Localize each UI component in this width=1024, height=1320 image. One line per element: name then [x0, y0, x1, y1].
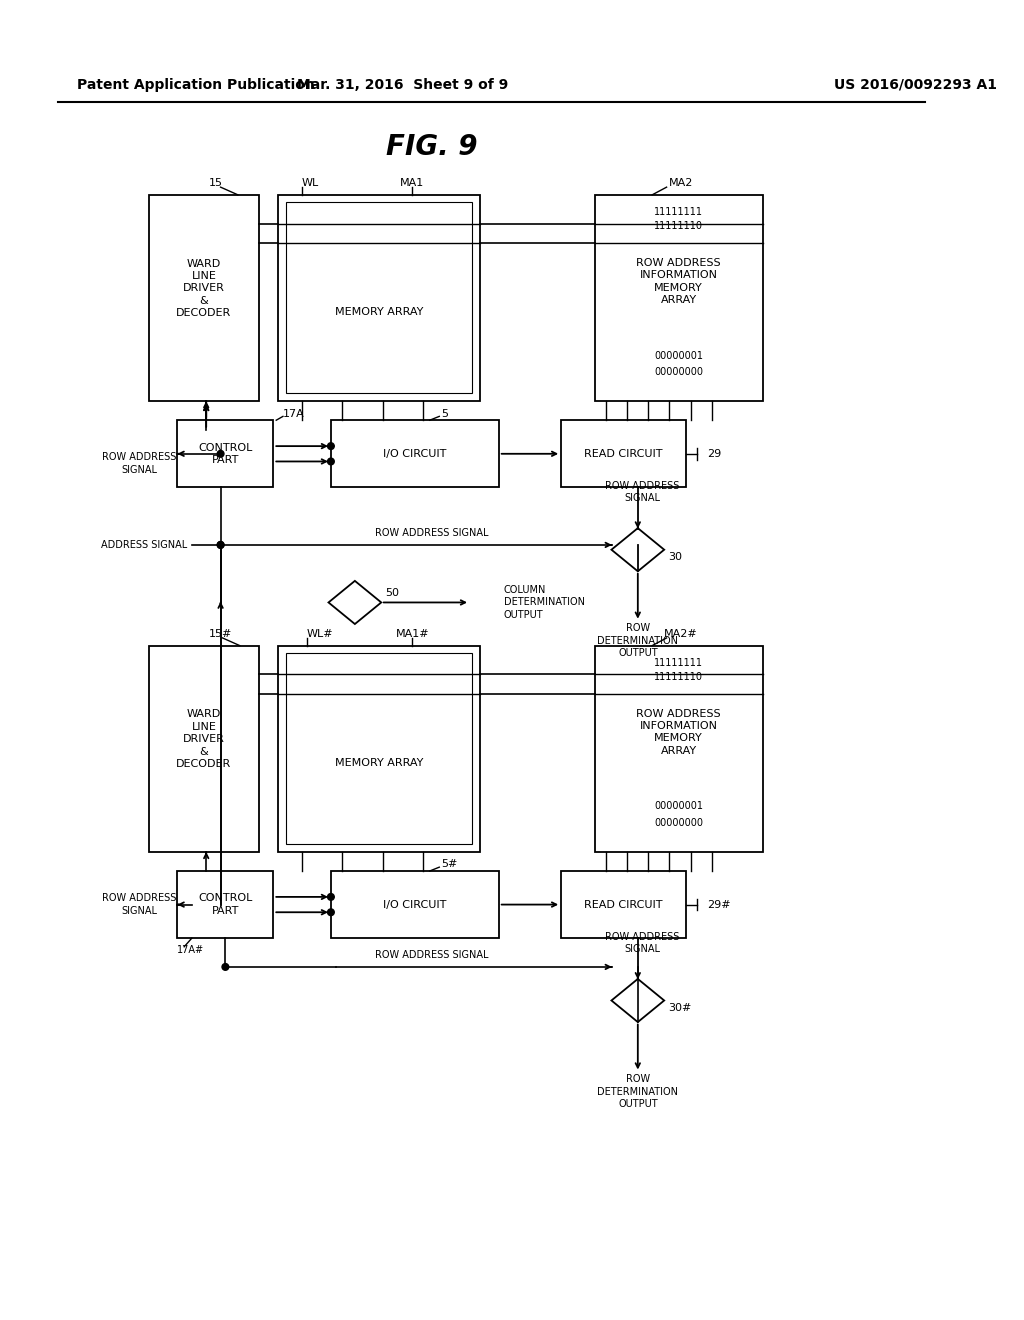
Text: 29#: 29# — [707, 899, 730, 909]
Circle shape — [217, 450, 224, 457]
Text: 00000001: 00000001 — [654, 351, 703, 360]
FancyBboxPatch shape — [148, 645, 259, 851]
Text: 17A#: 17A# — [177, 945, 205, 954]
Text: 00000000: 00000000 — [654, 367, 703, 378]
Text: 15: 15 — [209, 178, 223, 189]
Text: MA2#: MA2# — [665, 630, 697, 639]
Text: WARD
LINE
DRIVER
&
DECODER: WARD LINE DRIVER & DECODER — [176, 259, 231, 318]
Text: WARD
LINE
DRIVER
&
DECODER: WARD LINE DRIVER & DECODER — [176, 709, 231, 770]
Text: 15#: 15# — [209, 630, 232, 639]
Text: MEMORY ARRAY: MEMORY ARRAY — [335, 308, 423, 317]
Text: COLUMN
DETERMINATION
OUTPUT: COLUMN DETERMINATION OUTPUT — [504, 585, 585, 620]
Text: ROW ADDRESS
INFORMATION
MEMORY
ARRAY: ROW ADDRESS INFORMATION MEMORY ARRAY — [636, 709, 721, 756]
Text: ROW ADDRESS SIGNAL: ROW ADDRESS SIGNAL — [375, 528, 488, 539]
FancyBboxPatch shape — [595, 195, 763, 401]
Polygon shape — [329, 581, 381, 624]
Text: WL: WL — [302, 178, 319, 189]
FancyBboxPatch shape — [279, 195, 479, 401]
Polygon shape — [611, 979, 665, 1022]
FancyBboxPatch shape — [331, 420, 499, 487]
Text: CONTROL
PART: CONTROL PART — [199, 894, 253, 916]
Text: MA2: MA2 — [669, 178, 693, 189]
Text: 30#: 30# — [669, 1003, 692, 1014]
Text: ROW ADDRESS
SIGNAL: ROW ADDRESS SIGNAL — [605, 480, 680, 503]
Text: 30: 30 — [669, 552, 683, 562]
Text: 00000001: 00000001 — [654, 801, 703, 812]
FancyBboxPatch shape — [279, 645, 479, 851]
Polygon shape — [611, 528, 665, 572]
Text: READ CIRCUIT: READ CIRCUIT — [584, 449, 663, 459]
FancyBboxPatch shape — [177, 871, 273, 939]
Text: Mar. 31, 2016  Sheet 9 of 9: Mar. 31, 2016 Sheet 9 of 9 — [297, 78, 509, 91]
Text: READ CIRCUIT: READ CIRCUIT — [584, 899, 663, 909]
Text: FIG. 9: FIG. 9 — [386, 133, 477, 161]
Text: ROW
DETERMINATION
OUTPUT: ROW DETERMINATION OUTPUT — [597, 1074, 678, 1109]
Text: US 2016/0092293 A1: US 2016/0092293 A1 — [835, 78, 997, 91]
Text: MA1: MA1 — [400, 178, 425, 189]
Text: ADDRESS SIGNAL: ADDRESS SIGNAL — [100, 540, 187, 550]
Text: ROW ADDRESS
INFORMATION
MEMORY
ARRAY: ROW ADDRESS INFORMATION MEMORY ARRAY — [636, 257, 721, 305]
Circle shape — [222, 964, 228, 970]
Text: ROW ADDRESS
SIGNAL: ROW ADDRESS SIGNAL — [101, 453, 176, 475]
FancyBboxPatch shape — [177, 420, 273, 487]
FancyBboxPatch shape — [148, 195, 259, 401]
Text: 11111110: 11111110 — [654, 222, 703, 231]
FancyBboxPatch shape — [561, 420, 686, 487]
Text: MEMORY ARRAY: MEMORY ARRAY — [335, 758, 423, 768]
Text: 5#: 5# — [441, 859, 458, 870]
Text: 11111111: 11111111 — [654, 657, 703, 668]
Text: ROW ADDRESS
SIGNAL: ROW ADDRESS SIGNAL — [101, 894, 176, 916]
Text: 29: 29 — [707, 449, 721, 459]
Circle shape — [328, 442, 334, 450]
Text: 5: 5 — [441, 408, 449, 418]
Circle shape — [328, 458, 334, 465]
Text: MA1#: MA1# — [395, 630, 429, 639]
Circle shape — [217, 541, 224, 548]
Text: 11111110: 11111110 — [654, 672, 703, 682]
Circle shape — [328, 894, 334, 900]
Circle shape — [217, 541, 224, 548]
Text: 50: 50 — [386, 587, 399, 598]
Text: ROW ADDRESS SIGNAL: ROW ADDRESS SIGNAL — [375, 950, 488, 961]
FancyBboxPatch shape — [286, 653, 472, 845]
FancyBboxPatch shape — [286, 202, 472, 393]
FancyBboxPatch shape — [561, 871, 686, 939]
Text: WL#: WL# — [307, 630, 334, 639]
Text: I/O CIRCUIT: I/O CIRCUIT — [383, 449, 446, 459]
Text: ROW
DETERMINATION
OUTPUT: ROW DETERMINATION OUTPUT — [597, 623, 678, 659]
Text: 17A: 17A — [283, 408, 305, 418]
Text: Patent Application Publication: Patent Application Publication — [77, 78, 314, 91]
Text: 00000000: 00000000 — [654, 818, 703, 828]
Text: I/O CIRCUIT: I/O CIRCUIT — [383, 899, 446, 909]
Text: ROW ADDRESS
SIGNAL: ROW ADDRESS SIGNAL — [605, 932, 680, 954]
Circle shape — [328, 909, 334, 916]
FancyBboxPatch shape — [331, 871, 499, 939]
Text: 11111111: 11111111 — [654, 207, 703, 216]
FancyBboxPatch shape — [595, 645, 763, 851]
Text: CONTROL
PART: CONTROL PART — [199, 442, 253, 465]
